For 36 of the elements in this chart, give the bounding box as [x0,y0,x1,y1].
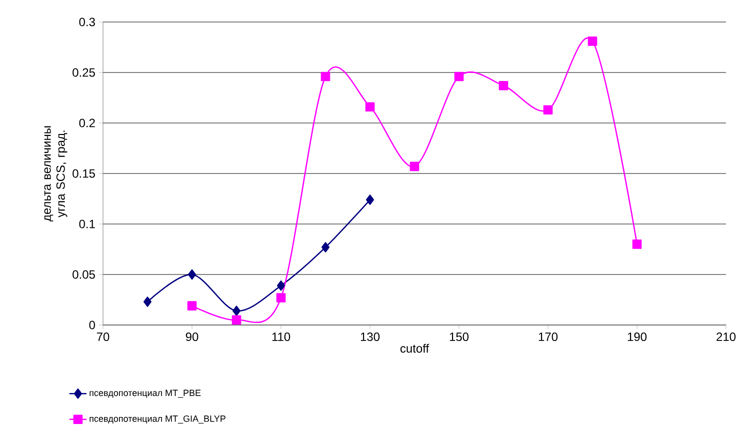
y-tick-label: 0.2 [79,118,95,128]
point [276,280,286,291]
y-tick-label: 0.05 [72,270,95,279]
point [187,301,197,310]
point [188,269,196,280]
point [321,242,330,252]
y-tick-label: 0.15 [72,169,95,178]
y-tick-label: 0 [89,320,95,330]
point [232,306,241,316]
x-tick-label: 150 [450,332,469,342]
y-axis-title: дельта величины угла SCS, град. [44,126,68,222]
x-tick-label: 110 [272,332,290,342]
y-tick-label: 0.1 [79,220,95,228]
point [588,36,598,46]
point [143,296,152,307]
point [454,72,464,82]
point [232,315,242,325]
point [498,80,508,90]
x-tick-label: 70 [96,332,110,342]
point [410,162,420,172]
y-tick-label: 0.25 [72,68,95,77]
point [276,293,286,302]
legend-label: псевдопотенциал MT_GIA_BLYP [90,415,226,424]
point [366,194,374,205]
legend-label: псевдопотенциал MT_PBE [90,390,201,398]
x-tick-label: 190 [628,332,647,342]
x-tick-label: 90 [186,332,198,342]
x-tick-label: 130 [360,332,380,342]
point [543,105,553,115]
point [632,240,642,249]
x-tick-label: 170 [538,332,558,342]
x-axis-title: cutoff [400,344,430,353]
y-tick-label: 0.3 [79,18,95,26]
point [320,72,330,82]
point [365,102,375,112]
x-tick-label: 210 [716,332,736,342]
